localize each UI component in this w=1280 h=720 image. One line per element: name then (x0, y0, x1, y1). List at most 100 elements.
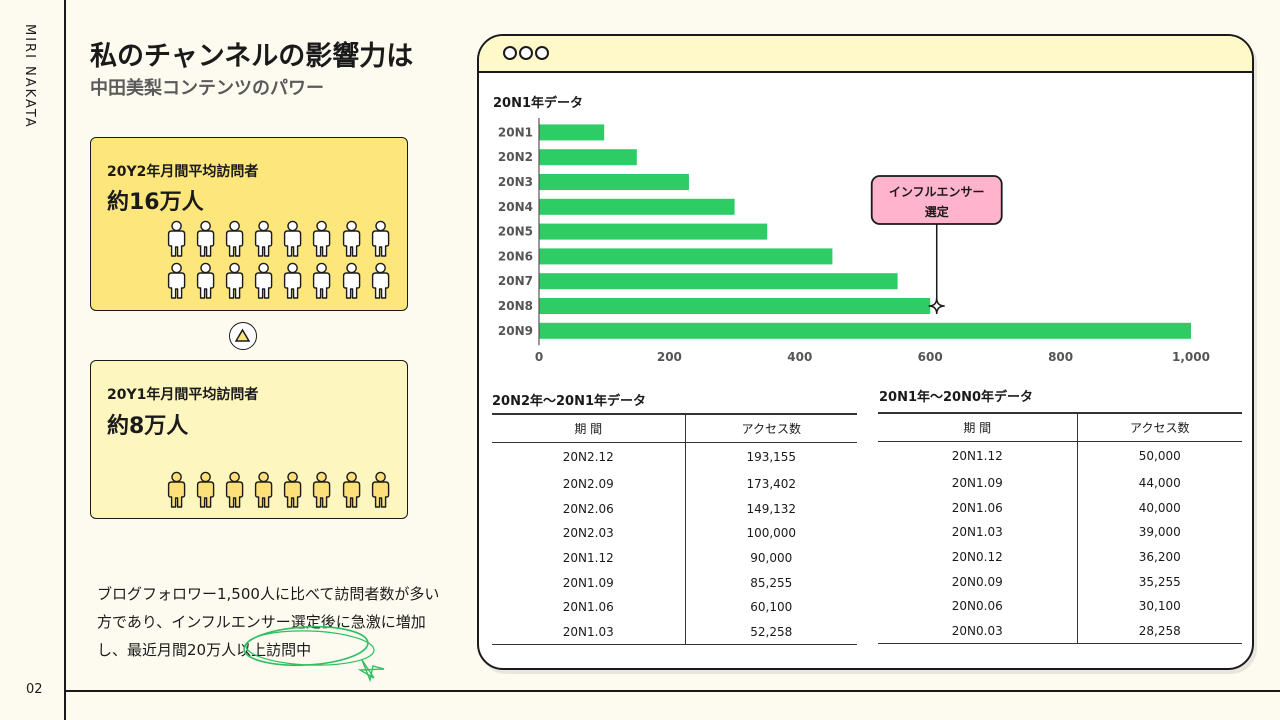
annotation-text: インフルエンサー (889, 185, 985, 199)
table-cell-access: 90,000 (684, 545, 857, 571)
table-header-period: 期 間 (492, 413, 685, 443)
table-row: 20N1.12 90,000 (492, 545, 857, 571)
chart-bar (539, 174, 689, 190)
table-cell-access: 35,255 (1076, 569, 1242, 594)
person-icon (284, 262, 302, 299)
person-icon (254, 262, 273, 299)
visitor-card-y1: 20Y1年月間平均訪問者 約8万人 (90, 360, 408, 519)
table-cell-access: 173,402 (684, 472, 857, 497)
person-icon (196, 262, 214, 299)
person-icon (167, 262, 185, 299)
table-cell-period: 20N0.03 (878, 618, 1077, 644)
person-icon (167, 220, 185, 257)
table-cell-period: 20N2.12 (562, 450, 614, 465)
chart-tick-label: 0 (535, 350, 543, 364)
chart-tick-label: 800 (1048, 350, 1073, 364)
table-title: 20N1年〜20N0年データ (879, 390, 1034, 405)
table-cell-period: 20N1.03 (492, 619, 685, 645)
chart-category-label: 20N1 (498, 125, 533, 139)
table-cell-period: 20N2.03 (562, 526, 614, 541)
table-cell-period: 20N0.06 (951, 599, 1003, 614)
table-cell-access: 85,255 (684, 570, 857, 595)
table-row: 20N0.09 35,255 (878, 569, 1242, 594)
chart-bar (539, 273, 898, 290)
person-icon (313, 471, 331, 508)
visitor-card-value: 約16万人 (107, 190, 204, 215)
chart-bar (539, 322, 1191, 339)
table-header-access: アクセス数 (1076, 412, 1242, 442)
chart-title: 20N1年データ (493, 96, 584, 111)
window-control-dot[interactable] (535, 46, 549, 60)
person-icon (371, 471, 390, 508)
table-cell-access: 52,258 (684, 619, 857, 645)
data-window: 20N1年データ 20N1 20N2 20N3 20N4 20N5 20N6 20N7 20N… (477, 34, 1254, 670)
table-cell-period: 20N1.06 (951, 500, 1003, 515)
sidebar-divider (64, 0, 66, 720)
chart-category-label: 20N7 (498, 274, 533, 288)
table-row: 20N1.03 52,258 (492, 619, 857, 645)
table-cell-period: 20N1.12 (951, 449, 1003, 464)
chart-category-label: 20N9 (498, 324, 533, 338)
table-row: 20N0.06 30,100 (878, 593, 1242, 619)
person-icon (225, 220, 244, 257)
chart-category-label: 20N3 (498, 175, 533, 189)
access-table-recent: 期 間 アクセス数 20N2.12 193,155 20N2.09 173,402 20… (492, 413, 857, 645)
annotation-text: 選定 (925, 204, 949, 219)
window-titlebar (479, 36, 1252, 73)
person-icon (342, 471, 360, 508)
table-cell-period: 20N0.12 (951, 550, 1003, 565)
table-cell-access: 50,000 (1076, 441, 1242, 471)
person-icon (196, 220, 214, 257)
person-icon (254, 220, 273, 257)
table-row: 20N2.03 100,000 (492, 521, 857, 546)
triangle-up-icon (235, 328, 250, 342)
chart-bar (539, 223, 768, 240)
table-header-period: 期 間 (878, 412, 1077, 442)
table-cell-access: 193,155 (684, 442, 857, 472)
footer-divider (64, 690, 1280, 692)
table-row: 20N1.09 44,000 (878, 471, 1242, 496)
table-cell-access: 60,100 (684, 594, 857, 620)
table-cell-access: 44,000 (1076, 471, 1242, 496)
chart-category-label: 20N8 (498, 299, 533, 313)
author-name: MIRI NAKATA (22, 24, 37, 129)
table-cell-access: 39,000 (1076, 520, 1242, 545)
person-icon (371, 262, 390, 299)
visitor-card-label: 20Y1年月間平均訪問者 (107, 387, 259, 403)
person-icon (342, 220, 360, 257)
chart-tick-label: 400 (787, 350, 812, 364)
table-title: 20N2年〜20N1年データ (492, 394, 647, 409)
people-icon-grid (162, 220, 396, 300)
chart-tick-label: 200 (657, 350, 682, 364)
page-title: 私のチャンネルの影響力は (90, 41, 414, 72)
chart-category-label: 20N6 (498, 249, 533, 263)
person-icon (284, 220, 302, 257)
annotation-box (870, 175, 1003, 225)
chart-bar (539, 248, 833, 265)
table-cell-period: 20N1.09 (951, 476, 1003, 491)
chart-category-label: 20N5 (498, 225, 533, 239)
people-icon-grid (162, 471, 396, 509)
window-control-dot[interactable] (503, 46, 517, 60)
access-table-older: 期 間 アクセス数 20N1.12 50,000 20N1.09 44,000 20N1… (878, 412, 1242, 644)
chart-bar (539, 298, 931, 314)
table-cell-access: 28,258 (1076, 618, 1242, 644)
chart-category-label: 20N2 (498, 150, 533, 164)
table-cell-period: 20N1.06 (562, 600, 614, 615)
table-cell-period: 20N2.06 (562, 501, 614, 516)
chart-bar (539, 198, 735, 215)
visitor-card-value: 約8万人 (107, 414, 189, 439)
person-icon (167, 471, 185, 508)
table-cell-access: 40,000 (1076, 495, 1242, 521)
person-icon (371, 220, 390, 257)
window-control-dot[interactable] (519, 46, 533, 60)
table-row: 20N1.09 85,255 (492, 570, 857, 595)
chart-bar (539, 124, 605, 141)
person-icon (225, 262, 244, 299)
table-row: 20N0.12 36,200 (878, 544, 1242, 570)
increase-indicator (229, 322, 257, 350)
person-icon (225, 471, 244, 508)
table-row: 20N2.09 173,402 (492, 472, 857, 497)
table-cell-period: 20N0.09 (951, 574, 1003, 589)
